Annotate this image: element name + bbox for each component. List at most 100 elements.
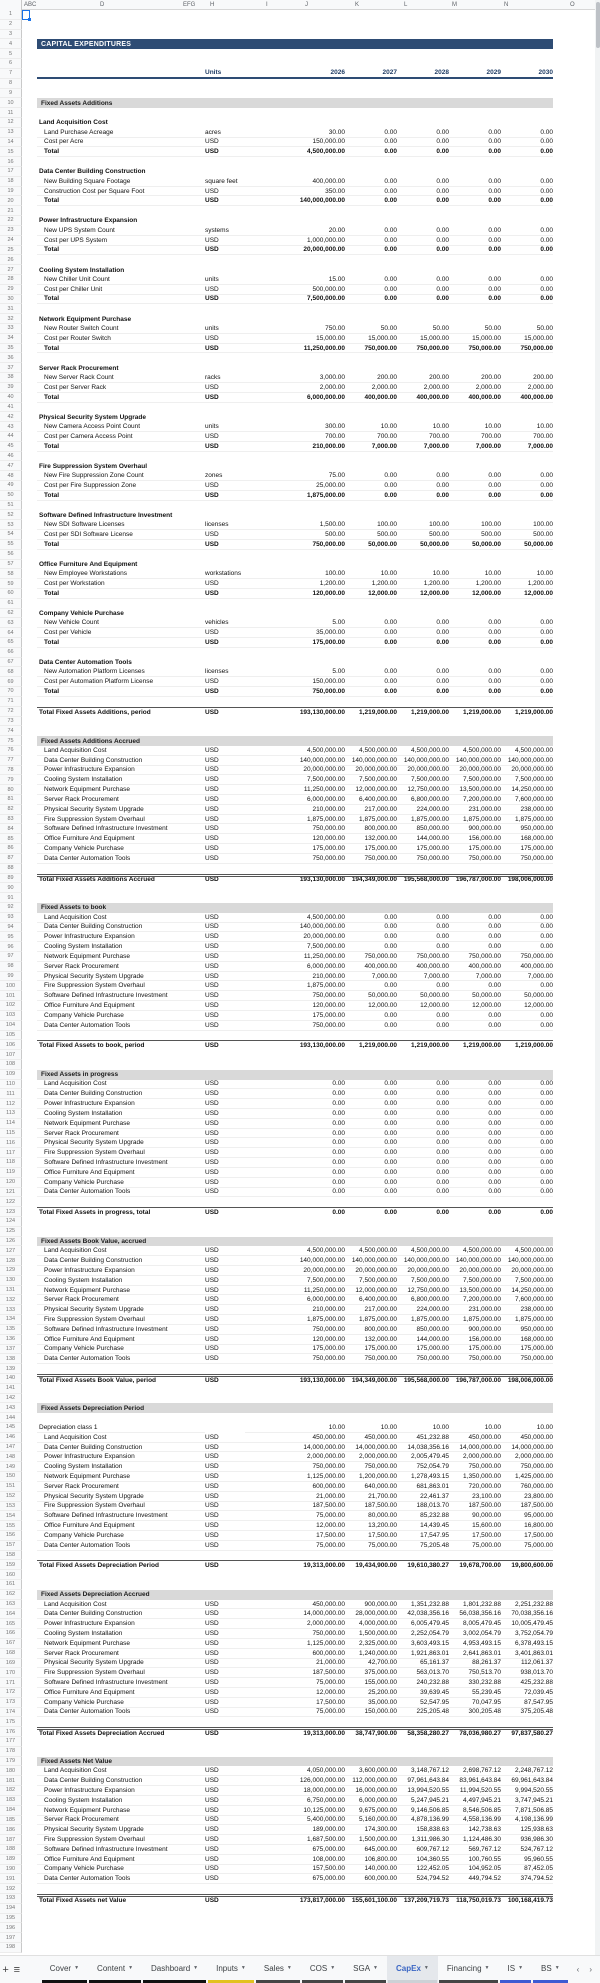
row-value-3[interactable]: 20,000,000.00 <box>449 766 501 776</box>
row-number-151[interactable]: 151 <box>0 1481 22 1492</box>
row-value-3[interactable]: 23,100.00 <box>449 1492 501 1502</box>
row-unit[interactable]: USD <box>205 187 245 197</box>
row-number-141[interactable]: 141 <box>0 1383 22 1394</box>
row-label[interactable]: Fire Suppression System Overhaul <box>37 1668 205 1679</box>
row-unit[interactable]: USD <box>205 1659 245 1669</box>
row-value-3[interactable]: 0.00 <box>449 1178 501 1188</box>
row-label[interactable]: Cooling System Installation <box>37 1796 205 1806</box>
row-value-3[interactable]: 100,760.55 <box>449 1855 501 1865</box>
row-number-63[interactable]: 63 <box>0 618 22 629</box>
row-number-51[interactable]: 51 <box>0 500 22 511</box>
row-unit[interactable]: USD <box>205 913 245 923</box>
row-value-2[interactable]: 50,000.00 <box>397 540 449 550</box>
row-value-4[interactable]: 750,000.00 <box>501 952 553 962</box>
row-value-4[interactable]: 14,250,000.00 <box>501 785 553 795</box>
row-value-2[interactable]: 0.00 <box>397 913 449 923</box>
row-value-4[interactable]: 100.00 <box>501 520 553 531</box>
row-number-41[interactable]: 41 <box>0 402 22 413</box>
row-value-2[interactable]: 681,863.01 <box>397 1482 449 1492</box>
row-label[interactable]: Network Equipment Purchase <box>37 1806 205 1816</box>
chevron-down-icon[interactable]: ▼ <box>484 1965 490 1971</box>
row-label[interactable]: Land Purchase Acreage <box>37 128 205 138</box>
row-number-96[interactable]: 96 <box>0 942 22 952</box>
row-number-34[interactable]: 34 <box>0 333 22 344</box>
row-value-4[interactable]: 3,752,054.79 <box>501 1629 553 1639</box>
row-value-2[interactable]: 7,500,000.00 <box>397 775 449 786</box>
row-value-1[interactable]: 194,349,000.00 <box>345 1373 397 1384</box>
row-number-74[interactable]: 74 <box>0 726 22 737</box>
row-value-2[interactable]: 1,921,863.01 <box>397 1649 449 1659</box>
row-unit[interactable]: USD <box>205 962 245 972</box>
row-value-4[interactable]: 0.00 <box>501 236 553 246</box>
row-value-3[interactable]: 2,000,000.00 <box>449 1452 501 1463</box>
row-value-3[interactable]: 0.00 <box>449 196 501 207</box>
row-value-4[interactable]: 125,938.63 <box>501 1825 553 1836</box>
row-label[interactable]: Power Infrastructure Expansion <box>37 1099 205 1109</box>
row-unit[interactable]: USD <box>205 138 245 148</box>
row-number-120[interactable]: 120 <box>0 1177 22 1188</box>
row-label[interactable]: Cost per Fire Suppression Zone <box>37 481 205 491</box>
row-value-4[interactable]: 0.00 <box>501 1129 553 1139</box>
row-label[interactable]: Cost per Vehicle <box>37 628 205 638</box>
row-value-2[interactable]: 0.00 <box>397 1089 449 1100</box>
row-value-3[interactable]: 104,952.05 <box>449 1865 501 1875</box>
row-number-66[interactable]: 66 <box>0 647 22 658</box>
row-value-4[interactable]: 2,000.00 <box>501 383 553 393</box>
row-value-3[interactable]: 0.00 <box>449 226 501 236</box>
row-number-160[interactable]: 160 <box>0 1570 22 1580</box>
row-unit[interactable]: USD <box>205 687 245 697</box>
row-value-1[interactable]: 4,500,000.00 <box>345 746 397 756</box>
sheet-tab-content[interactable]: Content ▼ <box>88 1956 142 1983</box>
row-value-0[interactable]: 17,500.00 <box>245 1698 345 1708</box>
row-value-2[interactable]: 10.00 <box>397 422 449 432</box>
row-label[interactable]: Fire Suppression System Overhaul <box>37 981 205 992</box>
row-unit[interactable]: USD <box>205 1698 245 1708</box>
row-value-1[interactable]: 1,875,000.00 <box>345 815 397 825</box>
row-value-0[interactable]: 25,000.00 <box>245 481 345 491</box>
row-value-0[interactable]: 210,000.00 <box>245 805 345 815</box>
row-value-1[interactable]: 140,000,000.00 <box>345 756 397 766</box>
row-value-1[interactable]: 0.00 <box>345 1099 397 1109</box>
row-value-0[interactable]: 5.00 <box>245 618 345 629</box>
tab-scroll-right-icon[interactable]: › <box>589 1965 592 1974</box>
row-value-1[interactable]: 0.00 <box>345 295 397 305</box>
row-value-0[interactable]: 193,130,000.00 <box>245 1373 345 1384</box>
row-value-1[interactable]: 6,400,000.00 <box>345 1295 397 1306</box>
row-value-4[interactable]: 7,500,000.00 <box>501 1276 553 1286</box>
row-value-3[interactable]: 0.00 <box>449 923 501 933</box>
row-number-43[interactable]: 43 <box>0 422 22 432</box>
units-column-header[interactable]: Units <box>205 69 245 79</box>
row-label[interactable]: Physical Security System Upgrade <box>37 1305 205 1316</box>
asset-group-title[interactable]: Fire Suppression System Overhaul <box>39 462 148 470</box>
row-unit[interactable]: USD <box>205 1639 245 1649</box>
row-value-0[interactable]: 750,000.00 <box>245 1021 345 1031</box>
row-value-3[interactable]: 2,000.00 <box>449 383 501 393</box>
row-value-3[interactable]: 231,000.00 <box>449 805 501 815</box>
row-unit[interactable]: USD <box>205 1040 245 1050</box>
row-label[interactable]: New Camera Access Point Count <box>37 422 205 432</box>
row-value-1[interactable]: 9,675,000.00 <box>345 1806 397 1816</box>
row-value-3[interactable]: 8,546,506.85 <box>449 1806 501 1816</box>
row-value-3[interactable]: 330,232.88 <box>449 1678 501 1688</box>
row-number-16[interactable]: 16 <box>0 157 22 167</box>
row-number-195[interactable]: 195 <box>0 1913 22 1924</box>
row-value-2[interactable]: 500.00 <box>397 530 449 540</box>
row-value-0[interactable]: 15.00 <box>245 275 345 285</box>
row-value-3[interactable]: 7,500,000.00 <box>449 775 501 786</box>
row-number-31[interactable]: 31 <box>0 304 22 315</box>
row-number-112[interactable]: 112 <box>0 1099 22 1109</box>
row-value-1[interactable]: 1,200,000.00 <box>345 1472 397 1482</box>
row-label[interactable]: Server Rack Procurement <box>37 1482 205 1492</box>
row-number-177[interactable]: 177 <box>0 1737 22 1747</box>
row-label[interactable]: Data Center Automation Tools <box>37 1541 205 1551</box>
column-letter-ABC[interactable]: ABC <box>24 2 37 8</box>
row-value-0[interactable]: 1,125,000.00 <box>245 1472 345 1482</box>
row-unit[interactable]: USD <box>205 628 245 638</box>
row-number-17[interactable]: 17 <box>0 167 22 177</box>
row-unit[interactable]: USD <box>205 746 245 756</box>
row-value-0[interactable]: 4,050,000.00 <box>245 1766 345 1777</box>
row-value-3[interactable]: 10.00 <box>449 1423 501 1433</box>
row-value-0[interactable]: 140,000,000.00 <box>245 1256 345 1266</box>
row-number-130[interactable]: 130 <box>0 1275 22 1286</box>
row-number-50[interactable]: 50 <box>0 490 22 501</box>
